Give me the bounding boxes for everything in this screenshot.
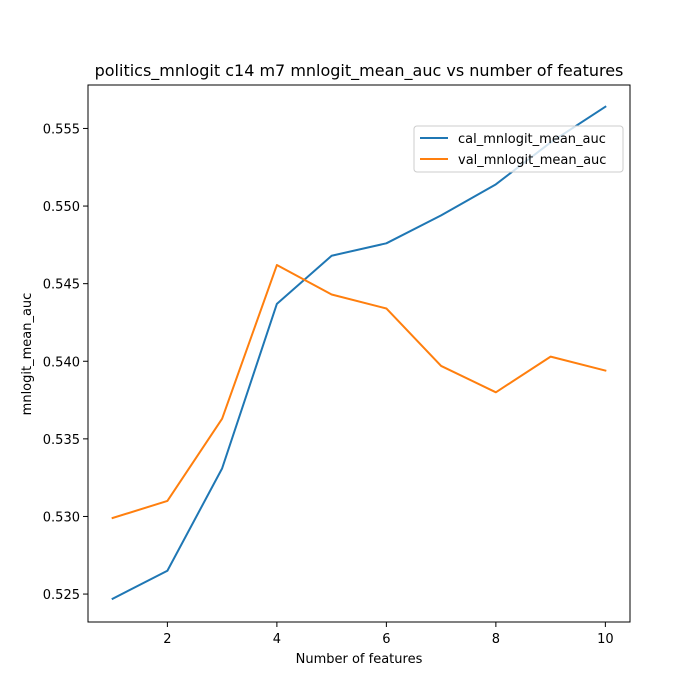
y-tick-label: 0.545 — [43, 278, 80, 293]
y-tick-label: 0.530 — [43, 510, 80, 525]
legend-label-cal_mnlogit_mean_auc: cal_mnlogit_mean_auc — [458, 132, 606, 147]
legend-label-val_mnlogit_mean_auc: val_mnlogit_mean_auc — [458, 153, 606, 168]
x-tick-label: 6 — [382, 632, 390, 647]
x-axis-title: Number of features — [296, 652, 423, 667]
axes-frame — [87, 84, 631, 623]
axes: 2 4 6 8 10 0.525 0.530 0.535 0.540 0.545 0.550 0.55… — [43, 84, 631, 647]
y-tick-label: 0.540 — [43, 355, 80, 370]
x-tick-label: 8 — [492, 632, 500, 647]
y-tick-label: 0.555 — [43, 122, 80, 137]
y-tick-label: 0.535 — [43, 433, 80, 448]
legend-box — [413, 125, 624, 173]
chart-title: politics_mnlogit c14 m7 mnlogit_mean_auc… — [95, 61, 624, 81]
x-tick-label: 10 — [597, 632, 614, 647]
y-tick-label: 0.525 — [43, 588, 80, 603]
x-tick-label: 4 — [273, 632, 281, 647]
x-tick-label: 2 — [163, 632, 171, 647]
series-line-val_mnlogit_mean_auc — [111, 264, 607, 520]
y-tick-label: 0.550 — [43, 200, 80, 215]
y-axis-title: mnlogit_mean_auc — [20, 293, 35, 416]
legend: cal_mnlogit_mean_auc val_mnlogit_mean_auc — [413, 125, 624, 173]
